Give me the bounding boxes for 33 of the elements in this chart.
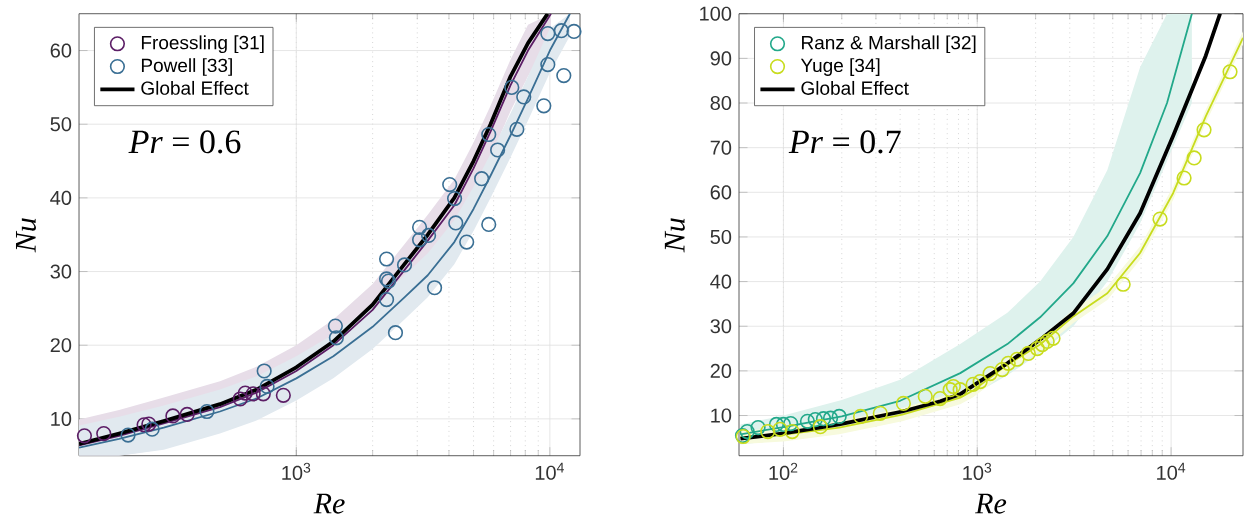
y-tick-label: 30: [50, 264, 72, 279]
y-tick-label: 40: [710, 274, 732, 289]
legend-label: Powell [33]: [141, 58, 232, 76]
y-tick-label: 90: [710, 51, 732, 66]
x-axis-title: Re: [313, 493, 345, 514]
annotation: Pr = 0.6: [128, 130, 241, 154]
annotation: Pr = 0.7: [788, 130, 901, 154]
y-tick-label: 10: [711, 408, 732, 423]
y-tick-label: 50: [50, 117, 72, 132]
y-tick-label: 20: [710, 363, 732, 379]
y-tick-label: 80: [710, 96, 732, 111]
y-tick-label: 10: [51, 411, 72, 427]
x-tick-label: 10$^{4}$: [535, 462, 564, 480]
x-tick-label: 10$^{2}$: [769, 462, 798, 481]
x-tick-label: 10$^{3}$: [963, 462, 992, 481]
y-axis-title: Nu: [664, 218, 685, 253]
y-tick-label: 60: [50, 43, 72, 58]
legend-label: Global Effect: [801, 81, 909, 96]
x-tick-label: 10$^{3}$: [282, 462, 311, 481]
legend-label: Global Effect: [141, 81, 249, 95]
y-tick-label: 40: [50, 190, 72, 206]
y-tick-label: 70: [710, 140, 732, 155]
x-axis-title: Re: [975, 493, 1007, 514]
y-tick-label: 100: [700, 6, 732, 21]
y-tick-label: 60: [710, 185, 732, 200]
legend-label: Froessling [31]: [141, 35, 264, 54]
legend-label: Ranz & Marshall [32]: [802, 35, 976, 54]
y-tick-label: 30: [710, 319, 732, 334]
legend-label: Yuge [34]: [800, 58, 880, 77]
y-tick-label: 50: [710, 230, 732, 245]
y-tick-label: 20: [50, 338, 72, 353]
y-axis-title: Nu: [15, 218, 36, 253]
x-tick-label: 10$^{4}$: [1157, 462, 1186, 480]
